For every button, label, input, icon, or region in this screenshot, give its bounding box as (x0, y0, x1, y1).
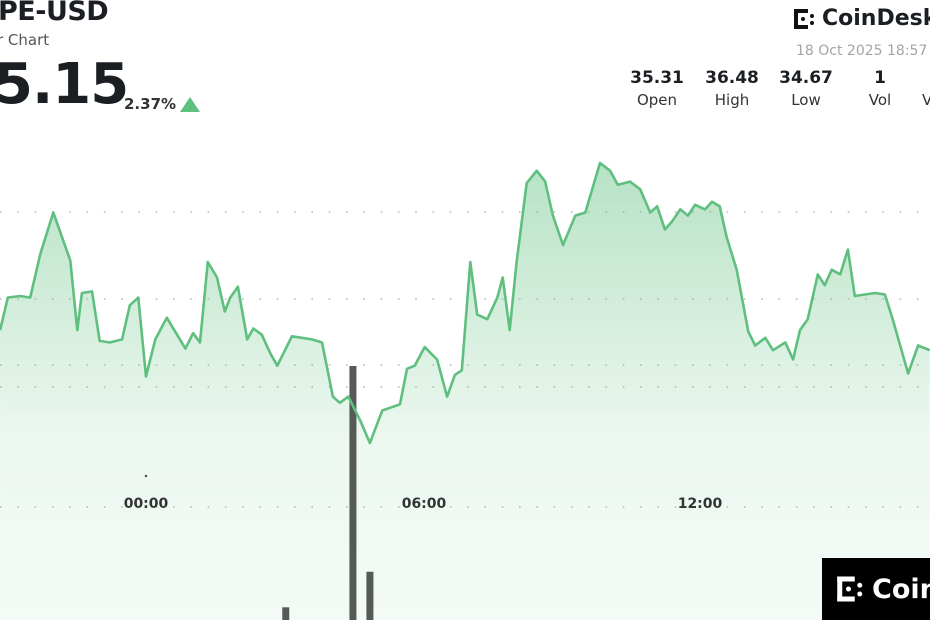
x-tick-label: 12:00 (678, 496, 723, 512)
stat-value: 35.31 (630, 68, 684, 88)
stat-label: High (714, 91, 750, 109)
stat-label: Open (636, 91, 678, 109)
x-tick-mark (144, 474, 148, 478)
stat-high: 36.48 High (692, 68, 772, 109)
timestamp: 18 Oct 2025 18:57 (796, 43, 928, 59)
change-percent: 2.37% (124, 95, 177, 113)
volume-bar (366, 571, 374, 620)
price-line (0, 161, 930, 445)
badge-text: Coin (872, 573, 930, 605)
coindesk-watermark-badge: Coin (822, 558, 930, 620)
stat-value: 36.48 (705, 68, 759, 88)
current-price: 5.15 (0, 52, 129, 117)
stat-extra: V (922, 68, 930, 109)
stat-low: 34.67 Low (766, 68, 846, 109)
stat-label: Low (791, 91, 821, 109)
stat-value: 34.67 (779, 68, 833, 88)
chart-subtitle: r Chart (0, 31, 50, 49)
pair-title: PE-USD (0, 0, 109, 27)
coindesk-mark-icon (837, 576, 863, 602)
up-arrow-icon (180, 97, 200, 112)
stat-value (922, 68, 930, 88)
coindesk-logo: CoinDesk (793, 6, 930, 31)
logo-text: CoinDesk (822, 6, 930, 31)
price-area-fill (0, 163, 930, 620)
volume-bar (349, 366, 357, 620)
coindesk-mark-icon (794, 8, 814, 29)
volume-bars (282, 366, 374, 620)
stat-open: 35.31 Open (617, 68, 697, 109)
stat-label: Vol (868, 91, 892, 109)
x-tick-label: 06:00 (402, 496, 447, 512)
x-tick-label: 00:00 (124, 496, 169, 512)
stat-vol: 1 Vol (840, 68, 920, 109)
stat-label: V (922, 91, 930, 109)
stat-value: 1 (874, 68, 886, 88)
volume-bar (282, 607, 290, 620)
